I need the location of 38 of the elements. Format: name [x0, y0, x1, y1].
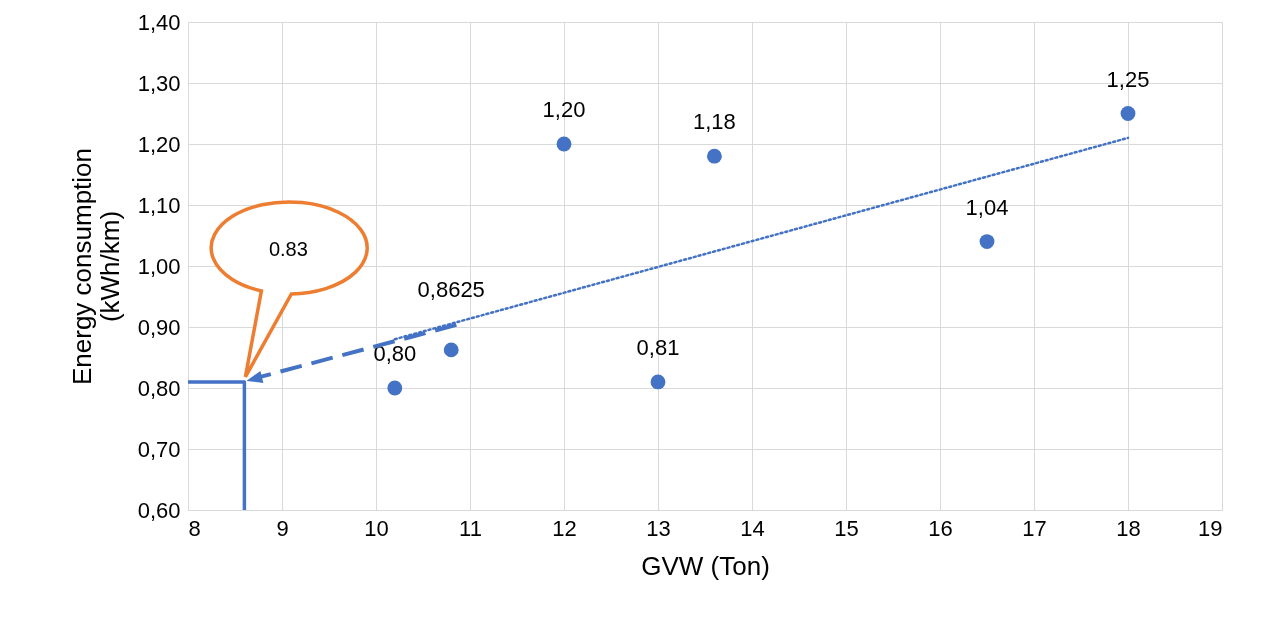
x-tick-label: 13: [646, 515, 671, 541]
data-label: 0,81: [636, 334, 680, 360]
point: [650, 374, 666, 390]
x-tick-label: 16: [928, 515, 953, 541]
x-axis-title: GVW (Ton): [641, 550, 770, 581]
data-label: 1,04: [965, 194, 1009, 220]
data-label: 1,18: [692, 109, 736, 135]
x-tick-label: 9: [276, 515, 289, 541]
data-label: 1,25: [1106, 66, 1150, 92]
x-tick-label: 10: [364, 515, 389, 541]
y-tick-label: 0,70: [137, 436, 181, 462]
y-tick-label: 0,90: [137, 314, 181, 340]
data-label: 0,80: [373, 341, 417, 366]
point: [1120, 106, 1136, 121]
y-tick-label: 1,10: [137, 192, 181, 218]
annotation: 0.83: [268, 237, 308, 260]
data-label: 1,20: [542, 97, 586, 122]
point: [706, 148, 722, 164]
y-tick-label: 1,00: [137, 253, 181, 279]
y-tick-label: 1,20: [137, 131, 181, 157]
point: [443, 342, 459, 358]
x-tick-label: 15: [834, 515, 859, 541]
y-tick-label: 0,60: [137, 497, 181, 523]
x-tick-label: 8: [188, 515, 201, 541]
x-tick-label: 19: [1198, 515, 1223, 541]
y-tick-label: 1,30: [137, 70, 181, 96]
y-tick-label: 1,40: [137, 9, 181, 35]
y-axis-title: Energy consumption (kWh/km): [66, 147, 125, 386]
point: [979, 234, 995, 249]
x-tick-label: 18: [1116, 515, 1141, 541]
x-tick-label: 17: [1022, 515, 1047, 541]
data-label: 0,8625: [417, 276, 485, 302]
x-tick-label: 11: [459, 515, 482, 541]
x-tick-label: 14: [740, 515, 765, 541]
y-tick-label: 0,80: [137, 375, 181, 401]
point: [387, 380, 403, 396]
x-tick-label: 12: [552, 515, 577, 541]
point: [556, 136, 572, 152]
